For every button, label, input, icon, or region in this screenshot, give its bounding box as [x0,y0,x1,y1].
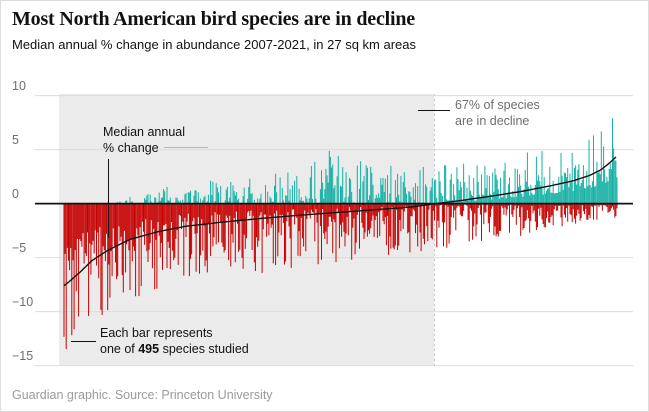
decline-annotation-line2: are in decline [455,114,530,128]
y-tick-label: 5 [12,133,19,147]
decline-share-annotation: 67% of species are in decline [455,97,540,129]
y-tick-label: 0 [12,187,19,201]
y-tick-label: 10 [12,79,26,93]
y-tick-label: −5 [12,241,27,255]
declining-species-bars [63,203,618,350]
bar-annotation-line2: one of 495 species studied [100,342,249,356]
median-annotation-line2: % change [103,141,159,155]
y-tick-label: −10 [12,295,34,309]
gridlines [35,95,633,367]
chart-subtitle: Median annual % change in abundance 2007… [12,37,417,52]
y-tick-label: −15 [12,349,34,363]
chart-title: Most North American bird species are in … [12,8,415,30]
bar-annotation-line1: Each bar represents [100,326,213,340]
bar-explainer-annotation: Each bar represents one of 495 species s… [100,325,249,357]
median-annotation-line1: Median annual [103,125,186,139]
source-credit: Guardian graphic. Source: Princeton Univ… [12,388,273,402]
median-trend-line [63,156,617,287]
decline-annotation-line1: 67% of species [455,98,540,112]
median-line-annotation: Median annual % change [103,124,185,156]
